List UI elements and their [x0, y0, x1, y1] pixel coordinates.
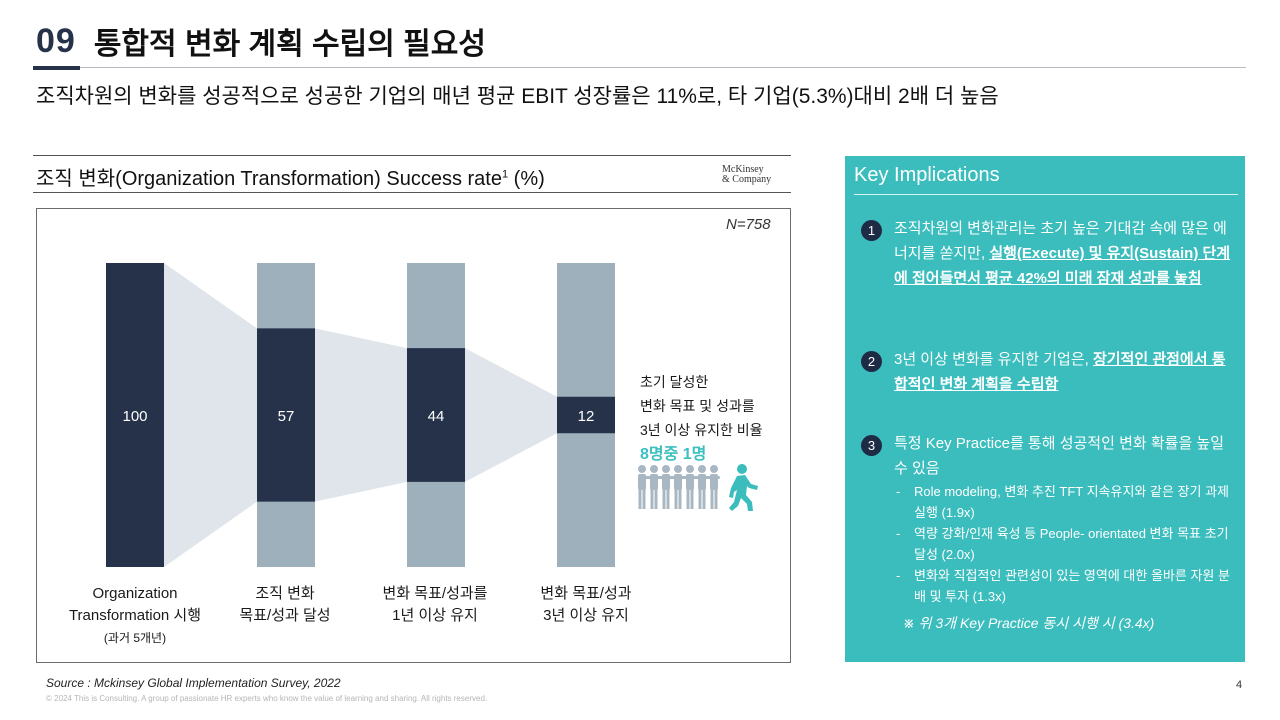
bar-value-label-2: 57: [278, 408, 295, 425]
bar-2: [257, 328, 315, 502]
panel-title-rule: [854, 194, 1238, 195]
panel-title: Key Implications: [854, 164, 1000, 186]
category-label-1: Organization Transformation 시행 (과거 5개년): [68, 585, 202, 645]
header-divider: [80, 67, 1246, 68]
practice-item: Role modeling, 변화 추진 TFT 지속유지와 같은 장기 과제 …: [894, 481, 1231, 523]
implication-number-3: 3: [861, 435, 882, 456]
implication-1: 1 조직차원의 변화관리는 초기 높은 기대감 속에 많은 에너지를 쏟지만, …: [861, 216, 1231, 291]
bar-4: [557, 396, 615, 434]
chart-top-rule: [33, 155, 791, 156]
page-title: 통합적 변화 계획 수립의 필요성: [93, 28, 486, 61]
retention-annotation: 초기 달성한 변화 목표 및 성과를 3년 이상 유지한 비율: [640, 374, 763, 438]
bar-value-label-3: 44: [428, 408, 445, 425]
source-note: Source : Mckinsey Global Implementation …: [46, 676, 341, 690]
walking-person-icon: [729, 464, 758, 511]
bar-3: [407, 348, 465, 482]
bar-value-label-4: 12: [578, 408, 595, 425]
section-number: 09: [36, 21, 76, 60]
category-label-4: 변화 목표/성과 3년 이상 유지: [540, 585, 632, 624]
implication-number-1: 1: [861, 220, 882, 241]
chart-frame: [36, 208, 791, 663]
chart-title-rule: [33, 192, 791, 193]
slide-header: 09 통합적 변화 계획 수립의 필요성: [36, 18, 486, 64]
retention-highlight: 8명중 1명: [640, 446, 707, 463]
practice-list: Role modeling, 변화 추진 TFT 지속유지와 같은 장기 과제 …: [894, 481, 1231, 607]
practice-note: ※ 위 3개 Key Practice 동시 시행 시 (3.4x): [903, 615, 1155, 631]
implication-2: 2 3년 이상 변화를 유지한 기업은, 장기적인 관점에서 통합적인 변화 계…: [861, 347, 1231, 397]
page-number: 4: [1236, 679, 1243, 691]
copyright: © 2024 This is Consulting. A group of pa…: [46, 694, 488, 703]
page-subtitle: 조직차원의 변화를 성공적으로 성공한 기업의 매년 평균 EBIT 성장률은 …: [36, 85, 999, 108]
chart-title: 조직 변화(Organization Transformation) Succe…: [36, 168, 545, 190]
key-implications-panel: Key Implications 1 조직차원의 변화관리는 초기 높은 기대감…: [845, 156, 1245, 662]
practice-item: 역량 강화/인재 육성 등 People- orientated 변화 목표 초…: [894, 523, 1231, 565]
category-label-3: 변화 목표/성과를 1년 이상 유지: [382, 585, 488, 624]
people-icon: [638, 464, 758, 511]
funnel-connector-1: [164, 263, 257, 567]
funnel-connector-2: [315, 328, 407, 502]
practice-item: 변화와 직접적인 관련성이 있는 영역에 대한 올바른 자원 분배 및 투자 (…: [894, 565, 1231, 607]
category-label-2: 조직 변화 목표/성과 달성: [239, 585, 331, 624]
bar-1: [106, 263, 164, 567]
sample-size-label: N=758: [726, 216, 771, 233]
mckinsey-logo: McKinsey & Company: [722, 164, 772, 185]
implication-number-2: 2: [861, 351, 882, 372]
funnel-connector-3: [465, 348, 557, 482]
bar-value-label-1: 100: [122, 408, 147, 425]
implication-3: 3 특정 Key Practice를 통해 성공적인 변화 확률을 높일 수 있…: [861, 431, 1231, 636]
header-accent-line: [33, 66, 80, 70]
